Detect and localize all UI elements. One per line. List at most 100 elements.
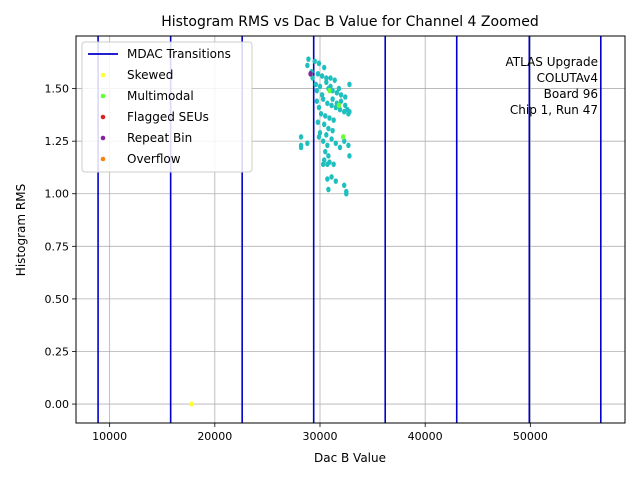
data-point [322, 64, 327, 71]
data-point [313, 81, 318, 88]
legend: MDAC Transitions Skewed Multimodal Flagged … [81, 41, 253, 173]
data-point [347, 153, 352, 159]
legend-marker [100, 156, 106, 162]
run-annotation: ATLAS Upgrade COLUTAv4 Board 96 Chip 1, Run… [505, 55, 598, 117]
annotation-line: Chip 1, Run 47 [510, 103, 598, 117]
legend-marker [100, 93, 106, 99]
data-point [343, 102, 348, 109]
annotation-line: ATLAS Upgrade [505, 55, 598, 69]
legend-label: Flagged SEUs [127, 110, 209, 124]
y-axis-ticks: 0.00 0.25 0.50 0.75 1.00 1.25 1.50 [45, 83, 76, 411]
y-tick-label: 0.25 [45, 345, 70, 358]
legend-label: MDAC Transitions [127, 47, 231, 61]
x-axis-ticks: 10000 20000 30000 40000 50000 [92, 423, 548, 443]
data-point [324, 79, 329, 86]
x-tick-label: 20000 [197, 430, 232, 443]
data-point [337, 144, 343, 151]
scatter-points [189, 56, 352, 407]
data-point [333, 140, 338, 147]
data-point [310, 75, 315, 81]
data-point [317, 83, 323, 90]
data-point [320, 96, 326, 102]
data-point [325, 161, 330, 168]
legend-marker [100, 72, 106, 78]
legend-box [81, 41, 253, 173]
data-point [346, 142, 351, 149]
data-point [344, 190, 349, 197]
data-point [327, 115, 332, 121]
data-point [324, 132, 329, 138]
plot-frame [75, 35, 626, 424]
data-point [327, 87, 332, 94]
data-point [326, 125, 331, 132]
data-point [317, 129, 323, 136]
data-point [341, 182, 347, 189]
data-point [322, 121, 327, 128]
grid-lines [76, 36, 625, 423]
legend-label: Multimodal [127, 89, 194, 103]
data-point [315, 71, 321, 77]
data-point [312, 58, 317, 65]
legend-marker [100, 114, 106, 120]
data-point [329, 102, 334, 109]
legend-label: Overflow [127, 152, 181, 166]
y-tick-label: 1.50 [45, 83, 70, 96]
data-point [330, 87, 335, 94]
data-point [331, 117, 336, 123]
data-point [326, 153, 331, 159]
data-point [330, 127, 335, 134]
x-tick-label: 40000 [408, 430, 443, 443]
y-tick-label: 0.50 [45, 293, 70, 306]
data-point [325, 176, 330, 182]
x-tick-label: 10000 [92, 430, 127, 443]
x-tick-label: 50000 [513, 430, 548, 443]
data-point [314, 98, 320, 105]
y-axis-label: Histogram RMS [14, 184, 28, 276]
data-point [305, 140, 310, 147]
data-point [305, 62, 310, 69]
y-tick-label: 1.00 [45, 188, 70, 201]
data-point [328, 75, 333, 81]
y-tick-label: 1.25 [45, 135, 70, 148]
data-point [347, 81, 352, 88]
data-point [308, 71, 313, 77]
y-tick-label: 0.75 [45, 240, 70, 253]
data-point [336, 102, 342, 109]
data-point [323, 148, 328, 155]
data-point [340, 134, 346, 140]
data-point [332, 77, 337, 83]
data-point [343, 94, 348, 100]
data-point [325, 100, 330, 107]
data-point [338, 98, 344, 105]
data-point [338, 92, 344, 98]
data-point [316, 60, 322, 67]
data-point [319, 73, 325, 79]
data-point [329, 174, 334, 180]
data-point [347, 108, 352, 115]
data-point [333, 178, 338, 184]
data-point [318, 111, 324, 117]
annotation-line: COLUTAv4 [537, 71, 598, 85]
data-point [315, 119, 321, 126]
data-point [298, 134, 304, 140]
data-point [314, 87, 320, 94]
data-point [336, 85, 342, 92]
data-point [328, 83, 333, 90]
data-point [331, 161, 336, 168]
annotation-line: Board 96 [544, 87, 598, 101]
data-point [326, 186, 331, 193]
legend-label: Skewed [127, 68, 173, 82]
data-point [329, 136, 334, 142]
data-point [189, 401, 194, 407]
data-point [316, 104, 322, 111]
x-tick-label: 30000 [303, 430, 338, 443]
y-tick-label: 0.00 [45, 398, 70, 411]
data-point [316, 134, 322, 140]
data-point [306, 56, 311, 62]
legend-label: Repeat Bin [127, 131, 192, 145]
x-axis-label: Dac B Value [314, 451, 386, 465]
data-point [319, 92, 325, 98]
data-point [325, 142, 330, 149]
data-point [324, 75, 329, 81]
